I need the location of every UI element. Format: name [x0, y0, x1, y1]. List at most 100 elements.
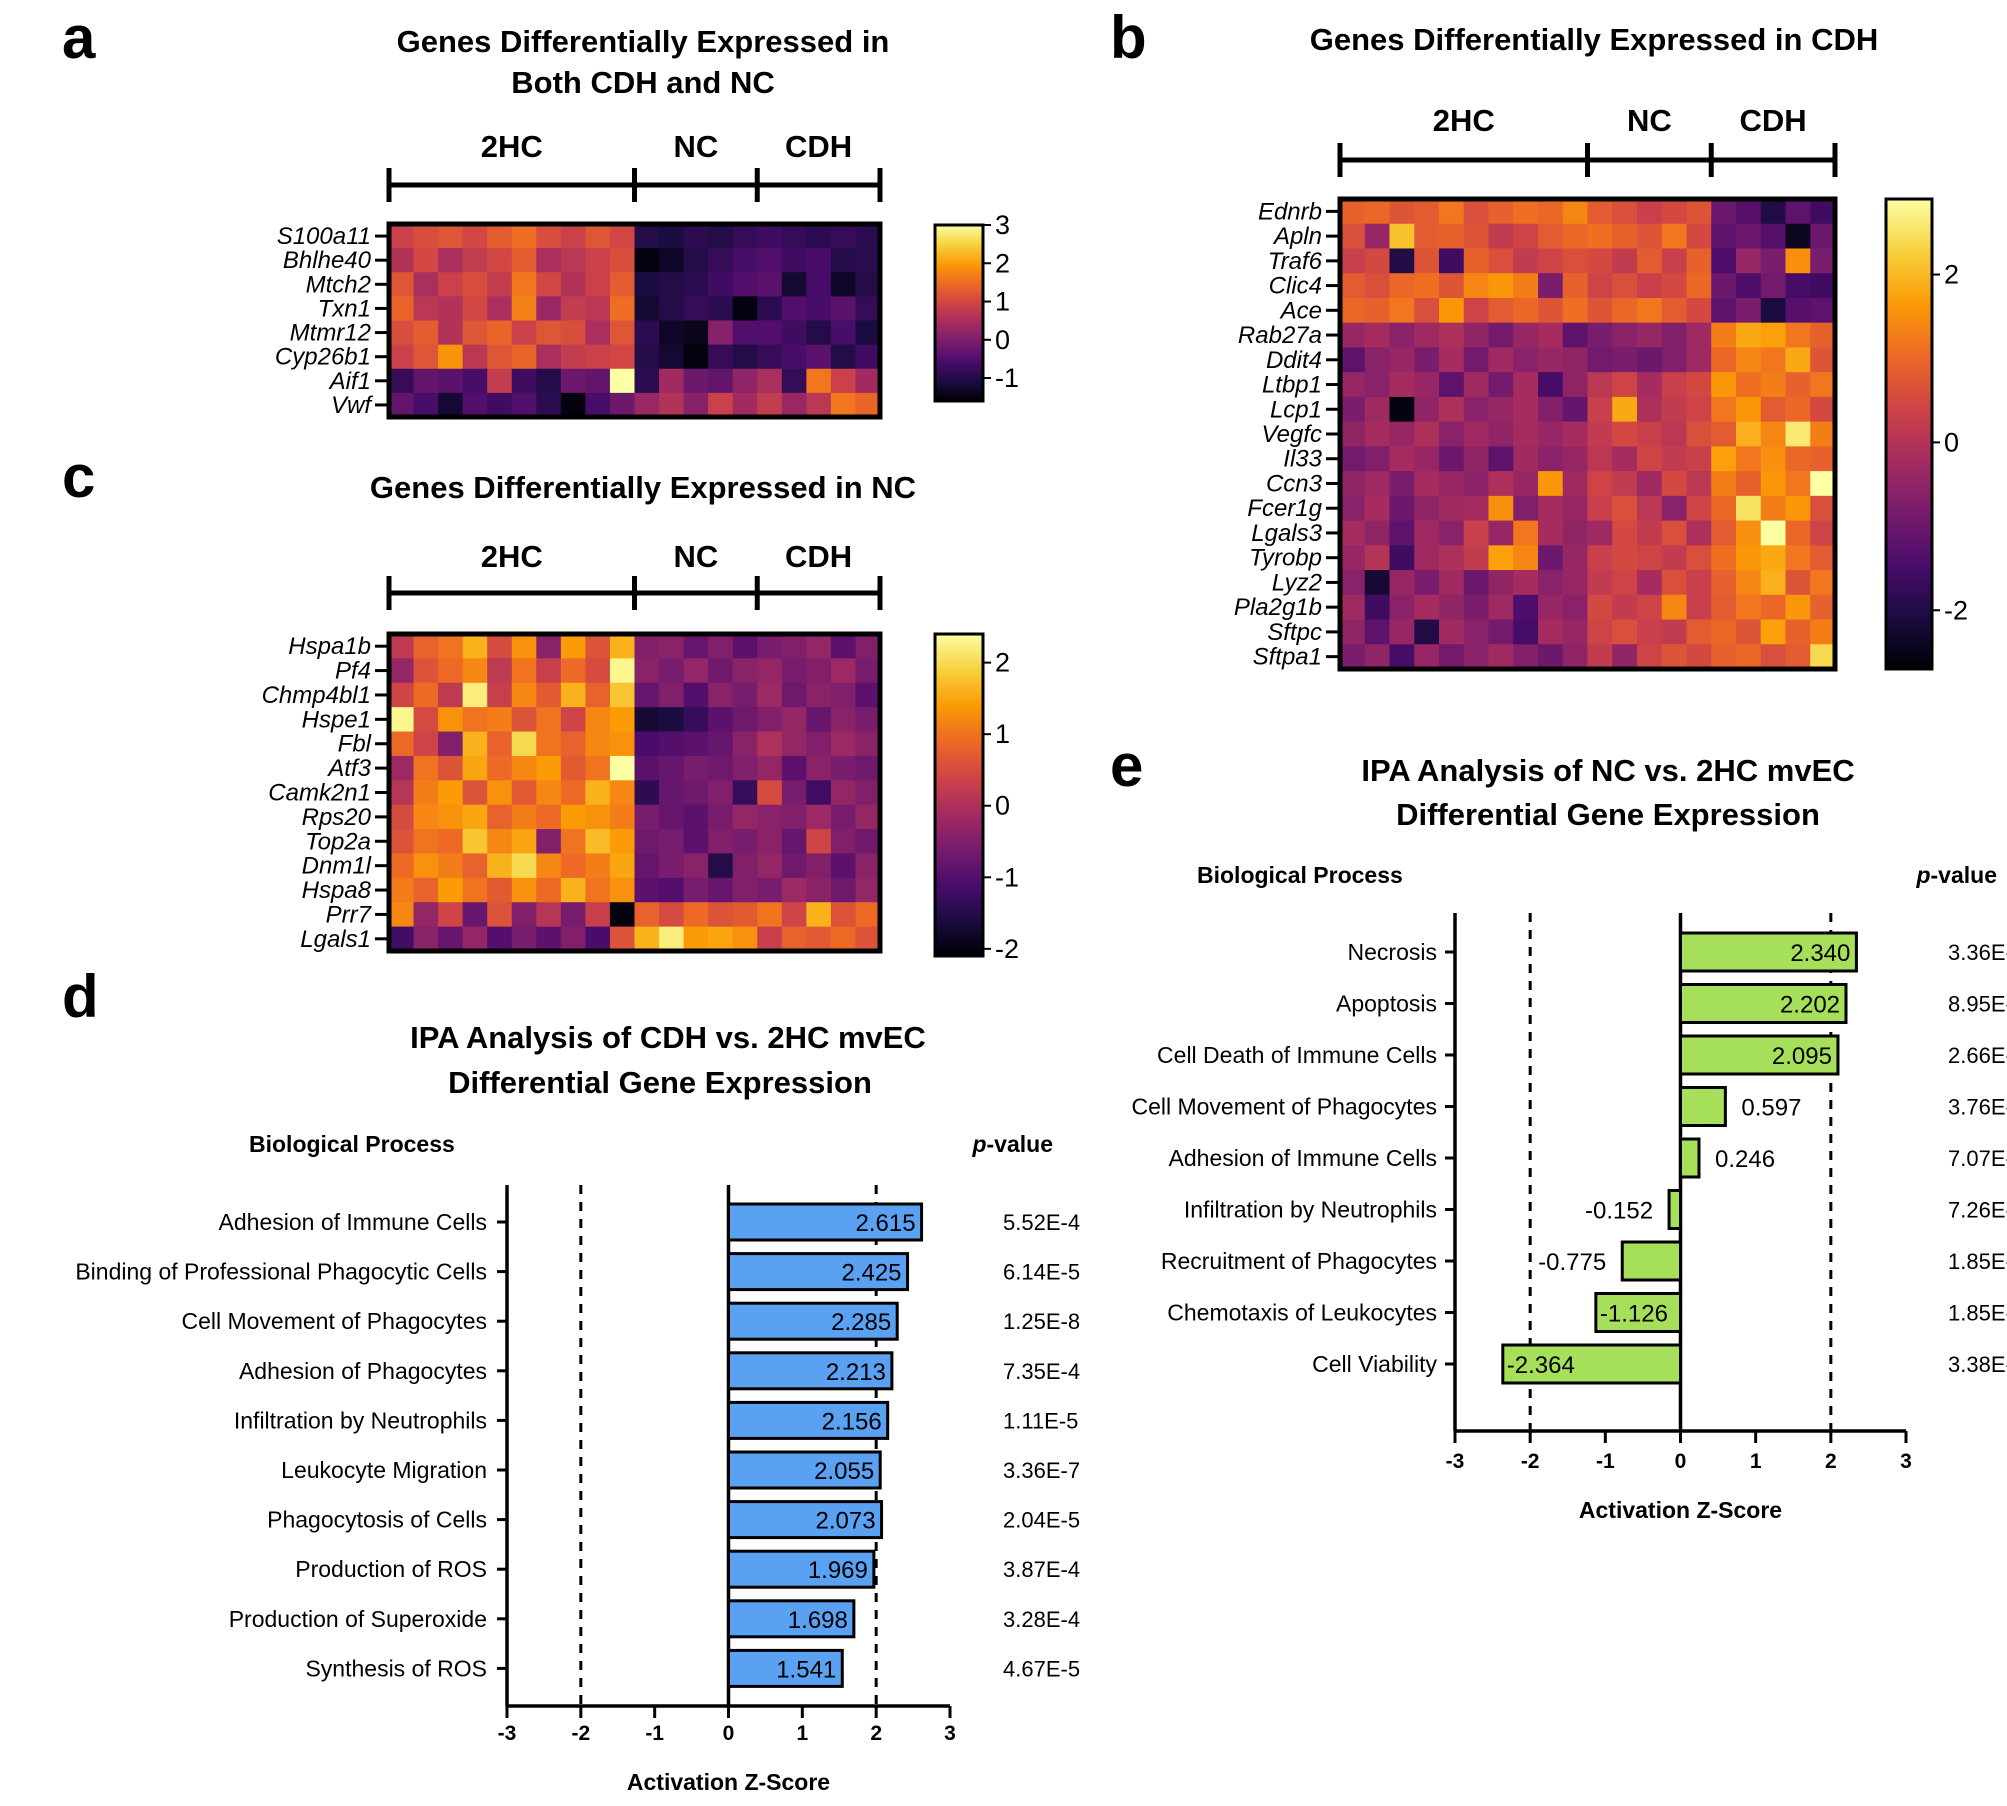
heatmap-cell — [1513, 421, 1539, 447]
heatmap-cell — [1463, 273, 1490, 299]
heatmap-cell — [659, 272, 685, 297]
heatmap-cell — [1340, 223, 1366, 250]
heatmap-cell — [1760, 396, 1787, 423]
heatmap-cell — [1785, 421, 1811, 447]
heatmap-cell — [806, 707, 832, 733]
heatmap-cell — [1562, 594, 1589, 621]
heatmap-cell — [487, 392, 513, 418]
heatmap-cell — [511, 707, 537, 733]
heatmap-cell — [1637, 570, 1663, 596]
heatmap-cell — [1488, 545, 1514, 571]
heatmap-cell — [732, 853, 758, 879]
heatmap-cell — [1414, 248, 1440, 274]
heatmap-cell — [1513, 248, 1539, 274]
heatmap-cell — [708, 248, 734, 273]
gene-label: Cyp26b1 — [275, 344, 371, 371]
heatmap-cell — [1637, 495, 1663, 522]
colorbar-tick-label: 2 — [1944, 260, 1959, 290]
heatmap-cell — [1587, 297, 1613, 324]
heatmap-cell — [806, 853, 832, 879]
heatmap-cell — [1340, 594, 1366, 621]
heatmap-cell — [1760, 644, 1787, 670]
heatmap-cell — [757, 902, 783, 928]
colorbar-tick-label: 0 — [1944, 427, 1959, 457]
heatmap-cell — [757, 392, 783, 418]
heatmap-cell — [830, 296, 857, 322]
heatmap-cell — [487, 731, 513, 757]
heatmap-cell — [781, 926, 807, 952]
heatmap-cell — [732, 296, 758, 322]
heatmap-cell — [1364, 396, 1391, 423]
heatmap-cell — [1340, 520, 1366, 546]
heatmap-cell — [609, 658, 636, 684]
heatmap-cell — [1439, 495, 1465, 522]
heatmap-cell — [1488, 223, 1514, 250]
heatmap-cell — [1340, 372, 1366, 398]
heatmap-cell — [1785, 396, 1811, 423]
heatmap-cell — [659, 707, 685, 733]
heatmap-cell — [1711, 619, 1737, 645]
heatmap-cell — [511, 829, 537, 855]
group-label-cdh: CDH — [785, 539, 852, 574]
heatmap-cell — [659, 755, 685, 781]
heatmap-cell — [389, 926, 415, 952]
heatmap-cell — [389, 902, 415, 928]
gene-label: Ltbp1 — [1262, 372, 1322, 399]
heatmap-cell — [1612, 520, 1638, 546]
heatmap-cell — [806, 780, 832, 806]
heatmap-cell — [1389, 446, 1415, 472]
heatmap-cell — [1711, 248, 1737, 274]
heatmap-cell — [585, 344, 611, 370]
heatmap-cell — [634, 853, 660, 879]
heatmap-cell — [1340, 322, 1366, 349]
heatmap-cell — [1785, 495, 1811, 522]
heatmap-cell — [585, 320, 611, 346]
heatmap-cell — [1439, 520, 1465, 546]
heatmap-cell — [1612, 199, 1638, 225]
heatmap-cell — [1488, 594, 1514, 621]
heatmap-cell — [1686, 495, 1712, 522]
heatmap-cell — [511, 853, 537, 879]
heatmap-cell — [855, 804, 881, 830]
heatmap-cell — [462, 320, 488, 346]
heatmap-cell — [757, 731, 783, 757]
heatmap-cell — [1587, 471, 1613, 497]
heatmap-a: S100a11Bhlhe40Mtch2Txn1Mtmr12Cyp26b1Aif1… — [275, 129, 1019, 420]
heatmap-cell — [1760, 322, 1787, 349]
heatmap-cell — [708, 682, 734, 708]
heatmap-cell — [1785, 446, 1811, 472]
heatmap-cell — [487, 902, 513, 928]
heatmap-cell — [1810, 570, 1836, 596]
heatmap-cell — [1785, 545, 1811, 571]
heatmap-cell — [1538, 396, 1564, 423]
heatmap-cell — [1513, 495, 1539, 522]
heatmap-cell — [438, 224, 464, 249]
heatmap-cell — [806, 248, 832, 273]
heatmap-cell — [438, 634, 464, 659]
heatmap-cell — [1513, 446, 1539, 472]
heatmap-cell — [438, 368, 464, 394]
category-label: Synthesis of ROS — [305, 1655, 487, 1681]
heatmap-cell — [659, 296, 685, 322]
heatmap-cell — [1760, 248, 1787, 274]
x-tick-label: -3 — [498, 1722, 517, 1745]
p-value: 1.11E-5 — [1003, 1408, 1078, 1433]
heatmap-cell — [1389, 495, 1415, 522]
heatmap-cell — [389, 853, 415, 879]
heatmap-cell — [1785, 248, 1811, 274]
heatmap-cell — [732, 926, 758, 952]
heatmap-cell — [1711, 347, 1737, 373]
heatmap-cell — [462, 248, 488, 273]
heatmap-cell — [806, 392, 832, 418]
heatmap-cell — [389, 707, 415, 733]
x-tick-label: 1 — [796, 1722, 808, 1745]
heatmap-cell — [511, 804, 537, 830]
heatmap-cell — [560, 658, 586, 684]
heatmap-cell — [1785, 594, 1811, 621]
heatmap-cell — [1562, 372, 1589, 398]
heatmap-cell — [585, 634, 611, 659]
heatmap-cell — [585, 926, 611, 952]
group-label-2hc: 2HC — [481, 129, 543, 164]
heatmap-cell — [806, 731, 832, 757]
heatmap-cell — [609, 780, 636, 806]
